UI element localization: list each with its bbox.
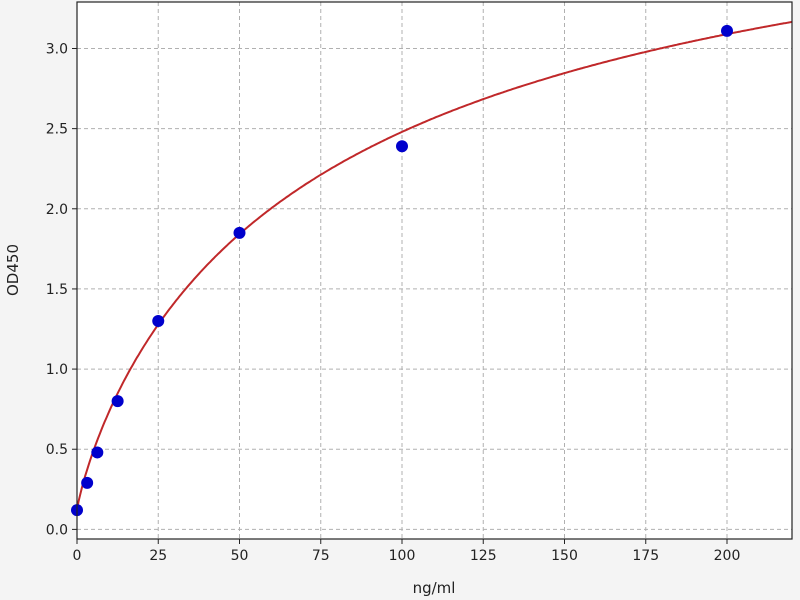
y-tick-label: 1.5: [46, 282, 68, 298]
x-tick-label: 0: [73, 548, 82, 564]
y-tick-label: 3.0: [46, 41, 68, 57]
fit-curve-layer: [76, 20, 793, 511]
y-axis-label: OD450: [4, 244, 22, 296]
y-axis-ticks: 0.0 0.5 1.0 1.5 2.0 2.5 3.0: [46, 41, 77, 538]
x-axis-ticks: 0 25 50 75 100 125 150 175 200: [73, 539, 741, 564]
x-tick-label: 25: [149, 548, 167, 564]
fit-curve-line: [76, 20, 793, 511]
x-tick-label: 150: [551, 548, 578, 564]
plot-area: [77, 2, 792, 539]
data-point: [91, 446, 104, 459]
data-point: [81, 476, 94, 489]
data-point: [111, 395, 124, 408]
y-tick-label: 1.0: [46, 362, 68, 378]
data-point: [233, 226, 246, 239]
data-point: [152, 314, 165, 327]
data-point: [721, 24, 733, 37]
x-tick-label: 175: [632, 548, 659, 564]
x-tick-label: 125: [470, 548, 497, 564]
x-axis-label: ng/ml: [413, 579, 456, 597]
y-tick-label: 2.0: [46, 202, 68, 218]
y-tick-label: 0.5: [46, 442, 68, 458]
y-tick-label: 0.0: [46, 522, 68, 538]
x-tick-label: 50: [231, 548, 249, 564]
data-point: [396, 140, 408, 153]
x-tick-label: 200: [714, 548, 741, 564]
y-tick-label: 2.5: [46, 122, 68, 138]
plot-frame: [76, 1, 793, 540]
grid: [76, 2, 792, 539]
x-tick-label: 100: [389, 548, 416, 564]
x-tick-label: 75: [312, 548, 330, 564]
